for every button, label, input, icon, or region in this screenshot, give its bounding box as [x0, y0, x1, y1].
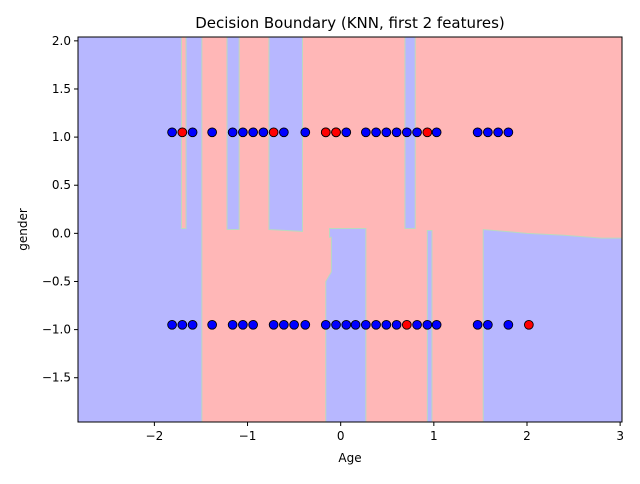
data-point-class-0	[279, 319, 289, 330]
data-point-class-0	[472, 319, 483, 330]
y-tick-label: −0.5	[42, 274, 71, 288]
chart-title: Decision Boundary (KNN, first 2 features…	[195, 14, 505, 32]
data-point-class-0	[187, 127, 198, 138]
y-axis: −1.5 −1.0 −0.5 0.0 0.5 1.0 1.5 2.0	[42, 34, 78, 385]
data-point-class-0	[503, 319, 514, 330]
data-point-class-0	[412, 319, 422, 330]
y-tick-label: 2.0	[52, 34, 71, 48]
data-point-class-0	[360, 127, 371, 138]
data-point-class-0	[391, 319, 402, 330]
data-point-class-0	[227, 127, 238, 138]
scatter-points	[167, 127, 534, 330]
x-tick-label: −2	[146, 429, 164, 443]
y-tick-label: −1.0	[42, 323, 71, 337]
data-point-class-0	[167, 127, 177, 138]
data-point-class-0	[493, 127, 503, 138]
data-point-class-0	[341, 127, 352, 138]
data-point-class-0	[167, 319, 177, 330]
data-point-class-0	[401, 127, 412, 138]
data-point-class-1	[177, 127, 188, 138]
data-point-class-0	[503, 127, 514, 138]
data-point-class-0	[300, 319, 311, 330]
data-point-class-1	[331, 127, 341, 138]
data-point-class-0	[187, 319, 198, 330]
x-tick-label: −1	[239, 429, 257, 443]
data-point-class-1	[422, 127, 433, 138]
data-point-class-0	[320, 319, 331, 330]
y-tick-label: 0.0	[52, 226, 71, 240]
data-point-class-0	[248, 127, 258, 138]
data-point-class-0	[268, 319, 279, 330]
x-tick-label: 0	[337, 429, 345, 443]
data-point-class-0	[431, 127, 442, 138]
data-point-class-0	[238, 319, 248, 330]
data-point-class-0	[412, 127, 422, 138]
data-point-class-0	[258, 127, 269, 138]
data-point-class-0	[472, 127, 483, 138]
data-point-class-0	[391, 127, 402, 138]
x-tick-label: 1	[430, 429, 438, 443]
data-point-class-0	[207, 319, 217, 330]
data-point-class-0	[422, 319, 433, 330]
data-point-class-1	[268, 127, 279, 138]
decision-regions	[78, 37, 622, 422]
data-point-class-0	[371, 127, 381, 138]
x-tick-label: 3	[616, 429, 624, 443]
x-axis-label: Age	[338, 451, 361, 465]
data-point-class-0	[350, 319, 361, 330]
data-point-class-0	[360, 319, 371, 330]
y-tick-label: −1.5	[42, 371, 71, 385]
data-point-class-0	[289, 319, 299, 330]
data-point-class-0	[381, 319, 392, 330]
data-point-class-0	[227, 319, 238, 330]
data-point-class-1	[401, 319, 412, 330]
data-point-class-0	[279, 127, 289, 138]
plot-frame	[77, 36, 623, 423]
data-point-class-0	[431, 319, 442, 330]
data-point-class-0	[300, 127, 311, 138]
data-point-class-0	[341, 319, 352, 330]
data-point-class-0	[381, 127, 392, 138]
data-point-class-0	[331, 319, 341, 330]
data-point-class-1	[523, 319, 534, 330]
data-point-class-0	[248, 319, 258, 330]
data-point-class-0	[177, 319, 188, 330]
data-point-class-0	[238, 127, 248, 138]
y-tick-label: 1.5	[52, 82, 71, 96]
x-tick-label: 2	[523, 429, 531, 443]
y-axis-label: gender	[16, 208, 30, 251]
data-point-class-1	[320, 127, 331, 138]
data-point-class-0	[371, 319, 381, 330]
y-tick-label: 0.5	[52, 178, 71, 192]
x-axis: −2 −1 0 1 2 3	[146, 422, 624, 443]
data-point-class-0	[483, 319, 493, 330]
y-tick-label: 1.0	[52, 130, 71, 144]
data-point-class-0	[207, 127, 217, 138]
data-point-class-0	[483, 127, 493, 138]
